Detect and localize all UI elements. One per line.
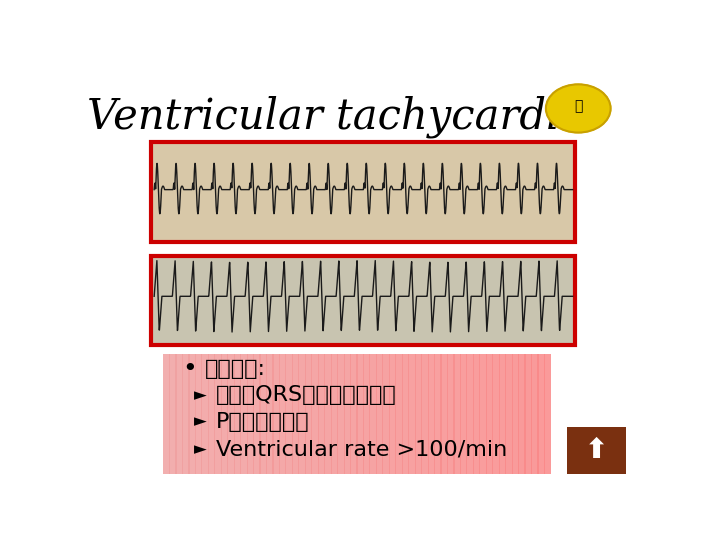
- Bar: [454, 354, 461, 474]
- Text: 辨識重點:: 辨識重點:: [204, 359, 266, 379]
- Bar: [369, 354, 377, 474]
- Bar: [298, 354, 306, 474]
- Bar: [176, 354, 183, 474]
- Bar: [228, 354, 235, 474]
- Bar: [473, 354, 480, 474]
- Bar: [195, 354, 202, 474]
- Bar: [441, 354, 448, 474]
- Bar: [480, 354, 487, 474]
- Bar: [434, 354, 441, 474]
- Bar: [246, 354, 254, 474]
- Bar: [151, 141, 575, 241]
- Bar: [182, 354, 189, 474]
- Bar: [567, 427, 626, 474]
- Text: ►: ►: [194, 413, 207, 430]
- Bar: [285, 354, 293, 474]
- Bar: [524, 354, 532, 474]
- Bar: [460, 354, 467, 474]
- Text: Ventricular tachycardia: Ventricular tachycardia: [87, 96, 584, 138]
- Text: ⬆: ⬆: [585, 436, 608, 464]
- Bar: [415, 354, 422, 474]
- Bar: [537, 354, 545, 474]
- Circle shape: [546, 84, 611, 133]
- Bar: [467, 354, 474, 474]
- Text: ►: ►: [194, 386, 207, 404]
- Bar: [531, 354, 539, 474]
- Bar: [311, 354, 319, 474]
- Bar: [421, 354, 428, 474]
- Bar: [330, 354, 338, 474]
- Bar: [492, 354, 500, 474]
- Bar: [305, 354, 312, 474]
- Bar: [402, 354, 409, 474]
- Text: ►: ►: [194, 441, 207, 458]
- Bar: [350, 354, 358, 474]
- Bar: [337, 354, 345, 474]
- Bar: [292, 354, 300, 474]
- Bar: [215, 354, 222, 474]
- Bar: [253, 354, 261, 474]
- Bar: [151, 256, 575, 346]
- Text: 🦅: 🦅: [574, 99, 582, 113]
- Bar: [343, 354, 351, 474]
- Text: 寬大的QRS波型，大多規則: 寬大的QRS波型，大多規則: [215, 386, 396, 406]
- Bar: [376, 354, 384, 474]
- Bar: [169, 354, 176, 474]
- Bar: [163, 354, 170, 474]
- Bar: [208, 354, 215, 474]
- Bar: [428, 354, 435, 474]
- Bar: [272, 354, 280, 474]
- Bar: [389, 354, 396, 474]
- Bar: [202, 354, 209, 474]
- Bar: [382, 354, 390, 474]
- Bar: [518, 354, 526, 474]
- Bar: [189, 354, 196, 474]
- Text: Ventricular rate >100/min: Ventricular rate >100/min: [215, 440, 507, 460]
- Text: •: •: [182, 357, 197, 381]
- Bar: [447, 354, 454, 474]
- Bar: [266, 354, 274, 474]
- Bar: [512, 354, 519, 474]
- Bar: [505, 354, 513, 474]
- Bar: [544, 354, 552, 474]
- Bar: [318, 354, 325, 474]
- Bar: [221, 354, 228, 474]
- Bar: [408, 354, 415, 474]
- Bar: [233, 354, 241, 474]
- Bar: [240, 354, 248, 474]
- Bar: [499, 354, 506, 474]
- Bar: [356, 354, 364, 474]
- Bar: [324, 354, 332, 474]
- Bar: [259, 354, 267, 474]
- Bar: [363, 354, 371, 474]
- Text: P波不一定可見: P波不一定可見: [215, 411, 309, 431]
- Bar: [486, 354, 493, 474]
- Bar: [395, 354, 402, 474]
- Bar: [279, 354, 287, 474]
